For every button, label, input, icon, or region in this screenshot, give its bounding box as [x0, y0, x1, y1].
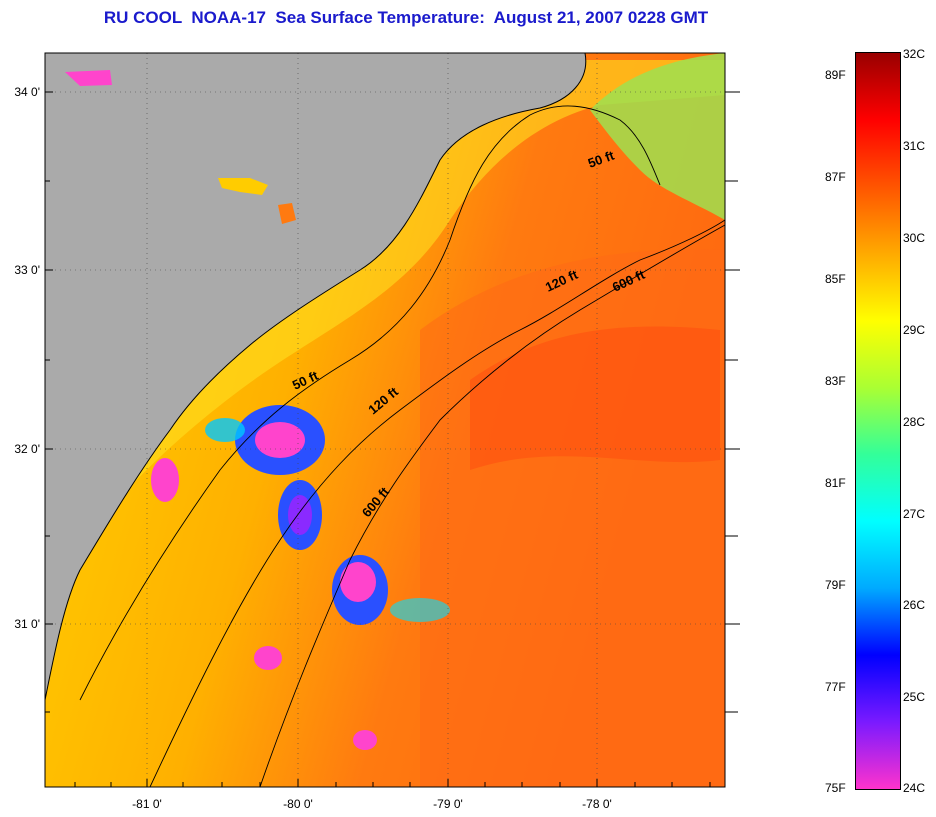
- colorbar-label-f: 79F: [825, 578, 846, 592]
- inland-lake-patch: [218, 178, 268, 195]
- map-title: RU COOL NOAA-17 Sea Surface Temperature:…: [103, 8, 709, 27]
- graticule: [45, 53, 725, 787]
- colorbar-label-c: 32C: [903, 47, 926, 61]
- temperature-colorbar: [855, 52, 901, 790]
- lon-label: -81 0': [132, 797, 162, 811]
- colorbar-label-c: 26C: [903, 598, 926, 612]
- lat-label: 31 0': [14, 617, 40, 631]
- isobath-600ft: [259, 224, 725, 787]
- coastal-green-water: [590, 53, 725, 220]
- colorbar-label-c: 27C: [903, 507, 926, 521]
- hot-core-region: [470, 326, 720, 470]
- isobath-50ft: [79, 105, 661, 701]
- inland-lake-patch: [278, 203, 296, 224]
- lon-label: -79 0': [433, 797, 463, 811]
- colorbar-label-f: 89F: [825, 68, 846, 82]
- colorbar-label-f: 81F: [825, 476, 846, 490]
- colorbar-label-c: 25C: [903, 690, 926, 704]
- colorbar-label-c: 28C: [903, 415, 926, 429]
- lat-label: 33 0': [14, 263, 40, 277]
- colorbar-label-f: 77F: [825, 680, 846, 694]
- colorbar-label-c: 31C: [903, 139, 926, 153]
- colorbar-label-f: 85F: [825, 272, 846, 286]
- axis-ticks: [45, 91, 740, 787]
- cool-patches: [151, 405, 450, 750]
- lat-label: 32 0': [14, 442, 40, 456]
- colorbar-label-f: 87F: [825, 170, 846, 184]
- colorbar-label-c: 30C: [903, 231, 926, 245]
- colorbar-label-f: 75F: [825, 781, 846, 795]
- isobath-120ft: [149, 219, 725, 787]
- map-frame: [44, 52, 726, 788]
- lon-label: -80 0': [283, 797, 313, 811]
- coastline: [45, 53, 587, 701]
- colorbar-label-c: 24C: [903, 781, 926, 795]
- inland-lake-patch: [65, 70, 112, 86]
- lat-label: 34 0': [14, 85, 40, 99]
- land-area: [45, 53, 586, 700]
- colorbar-label-f: 83F: [825, 374, 846, 388]
- colorbar-label-c: 29C: [903, 323, 926, 337]
- lon-label: -78 0': [582, 797, 612, 811]
